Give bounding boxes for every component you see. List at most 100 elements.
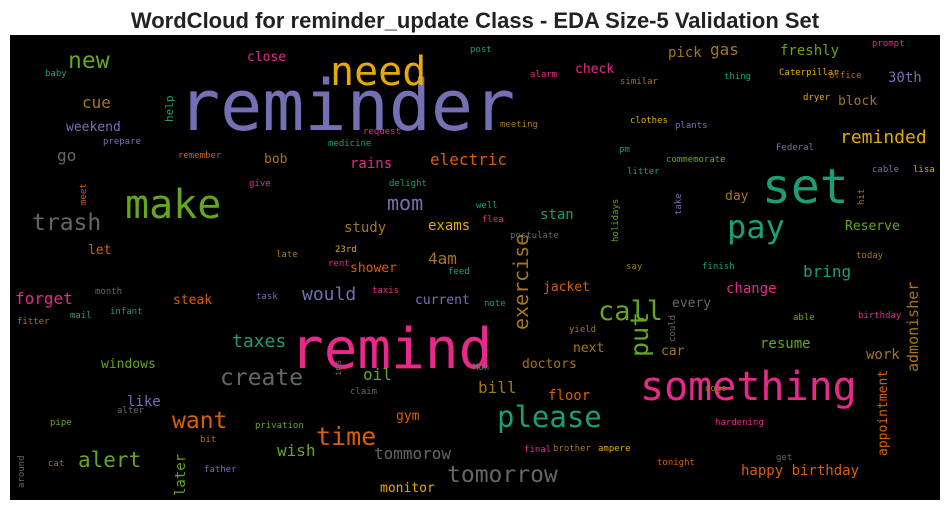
word: go [57, 146, 76, 165]
word: rent [328, 259, 350, 269]
word: yield [569, 325, 596, 335]
word: call [598, 296, 663, 327]
word: like [127, 394, 161, 410]
word: jacket [543, 280, 590, 295]
word: hit [857, 189, 867, 205]
word: day [725, 189, 749, 204]
word: alter [117, 406, 145, 416]
word: shower [350, 261, 397, 276]
word: admonisher [904, 282, 922, 372]
word: reminder [178, 65, 515, 147]
word: ins [334, 360, 344, 376]
word: father [204, 465, 237, 475]
word: exams [428, 218, 470, 234]
word: bit [200, 435, 216, 445]
word: able [793, 313, 815, 323]
word: prepare [103, 137, 141, 147]
word: 30th [888, 70, 922, 86]
word: dryer [803, 93, 831, 103]
word: lisa [913, 165, 935, 175]
word: later [173, 454, 189, 496]
word: tomorrow [447, 462, 558, 488]
word: cue [82, 93, 111, 112]
word: trash [32, 210, 101, 236]
word: something [640, 364, 857, 410]
word: well [476, 201, 498, 211]
word: floor [548, 388, 590, 404]
word: 23rd [335, 245, 357, 255]
word: delight [389, 179, 427, 189]
word: pick [668, 45, 702, 61]
word: tonight [657, 458, 695, 468]
word: final [524, 445, 551, 455]
word: litter [627, 167, 660, 177]
word: oil [363, 365, 392, 384]
word: change [726, 281, 777, 297]
word: Federal [776, 143, 814, 153]
word: Caterpillar [779, 68, 839, 78]
word: create [220, 365, 303, 391]
word: late [276, 250, 298, 260]
word: office [829, 71, 862, 81]
word: time [316, 422, 376, 451]
word: gym [396, 409, 420, 424]
word: claim [350, 387, 377, 397]
word: happy birthday [741, 463, 859, 479]
word: pm [619, 145, 630, 155]
word: appointment [876, 370, 891, 456]
word: want [172, 408, 227, 434]
word: close [247, 50, 286, 65]
word: say [626, 262, 643, 272]
word: exercise [509, 234, 533, 330]
word: put [625, 312, 654, 357]
word: take [674, 193, 684, 215]
word: let [88, 243, 111, 258]
word: please [497, 400, 602, 434]
word: 4am [428, 249, 457, 268]
word: rains [350, 156, 392, 172]
word: monitor [380, 481, 435, 496]
chart-title: WordCloud for reminder_update Class - ED… [131, 8, 820, 33]
cloud-background [10, 35, 940, 500]
word: every [672, 296, 711, 311]
word: plants [675, 121, 708, 131]
word: alarm [530, 70, 557, 80]
word: block [838, 94, 877, 109]
word: baby [45, 69, 67, 79]
word: electric [430, 150, 507, 169]
word: flea [482, 215, 504, 225]
word: windows [101, 357, 156, 372]
word: resume [760, 336, 811, 352]
word: new [68, 48, 110, 74]
word: task [256, 292, 278, 302]
word: request [363, 127, 401, 137]
word: set [762, 159, 849, 215]
word: alert [78, 448, 141, 472]
word: reminded [840, 127, 927, 148]
word: brother [553, 444, 592, 454]
word: month [95, 287, 122, 297]
word: steak [173, 293, 212, 308]
word: meeting [500, 120, 538, 130]
word: around [17, 455, 27, 488]
word: ampere [598, 444, 631, 454]
word: remember [178, 151, 222, 161]
word: current [415, 293, 470, 308]
word: pay [727, 208, 785, 246]
word: could [668, 315, 678, 342]
word: bob [264, 152, 288, 167]
word: get [776, 453, 792, 463]
word: remind [290, 317, 492, 382]
word: freshly [780, 43, 839, 59]
word: holidays [611, 199, 621, 242]
word: prompt [872, 39, 905, 49]
word: tommorow [374, 444, 451, 463]
word: give [249, 179, 271, 189]
word: next [573, 341, 604, 356]
word: car [661, 344, 685, 359]
word: weekend [66, 120, 121, 135]
word: finish [702, 262, 735, 272]
word: forget [15, 289, 73, 308]
word: gas [710, 40, 739, 59]
